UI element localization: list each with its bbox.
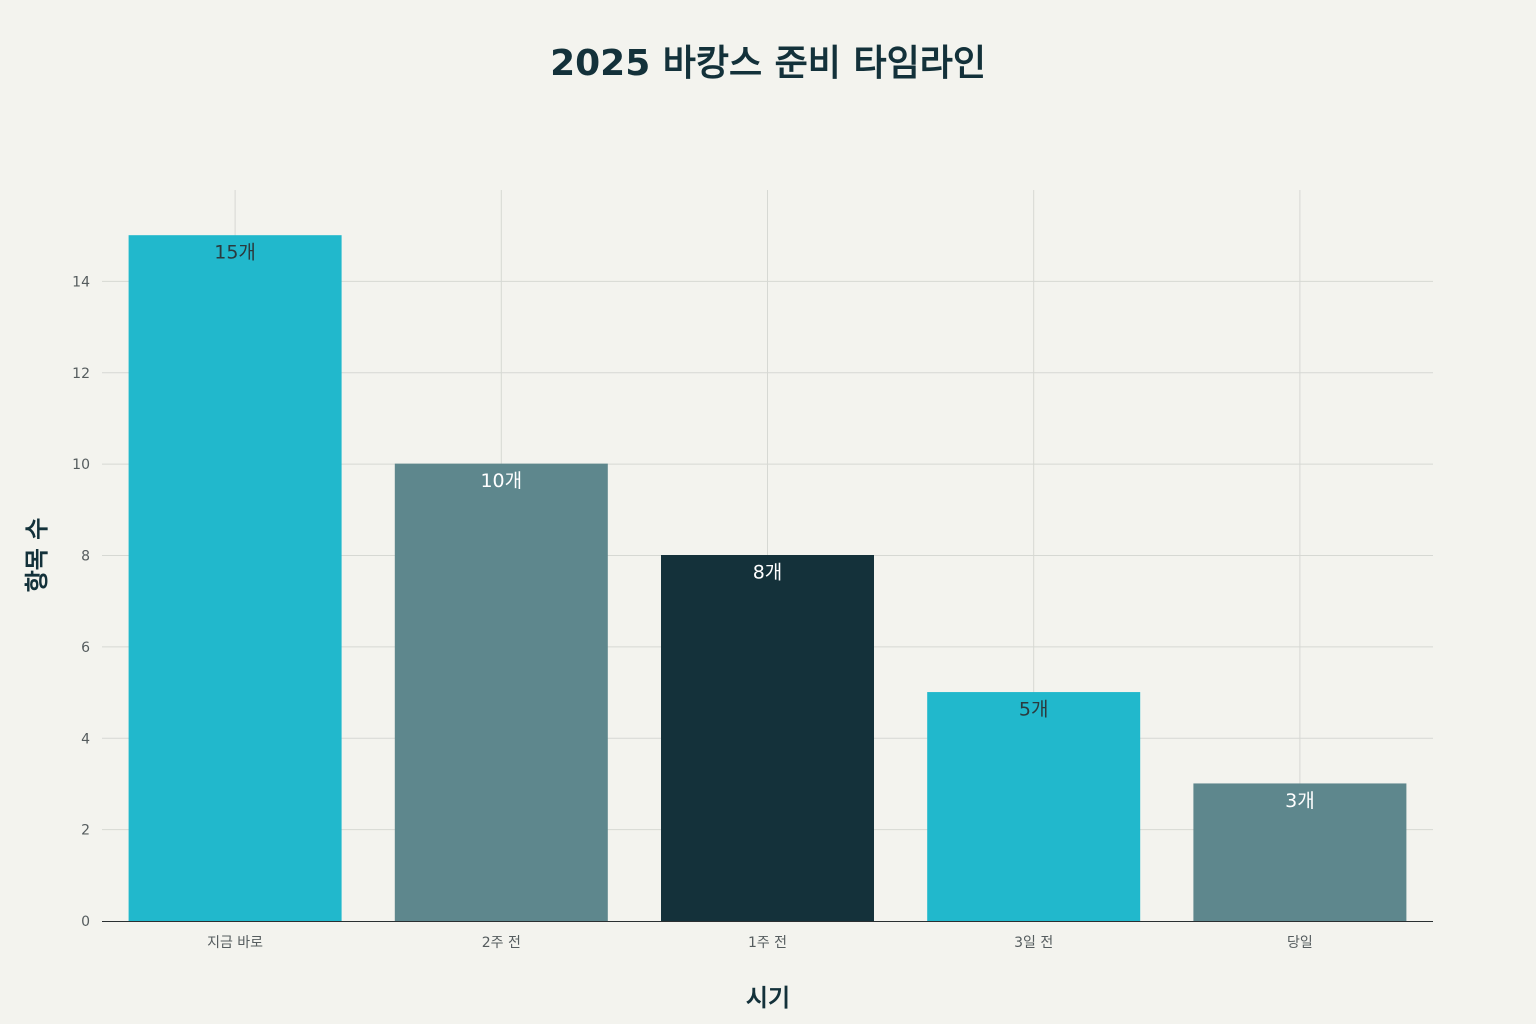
y-tick-label: 12 <box>72 366 90 382</box>
bar-value-label: 10개 <box>480 470 522 492</box>
y-tick-label: 10 <box>72 457 90 473</box>
bar-value-label: 15개 <box>214 242 256 264</box>
bar-value-label: 3개 <box>1285 790 1315 812</box>
y-tick-label: 14 <box>72 274 90 290</box>
x-axis-title: 시기 <box>746 984 790 1012</box>
x-tick-label: 1주 전 <box>748 935 787 951</box>
y-tick-label: 6 <box>81 640 90 656</box>
data-labels: 15개 10개 8개 5개 3개 <box>214 242 1314 812</box>
x-tick-label: 당일 <box>1287 935 1313 951</box>
y-tick-label: 8 <box>81 549 90 565</box>
chart-title: 2025 바캉스 준비 타임라인 <box>550 43 986 84</box>
bar <box>927 692 1141 922</box>
bars <box>128 235 1407 922</box>
y-axis-ticks: 0 2 4 6 8 10 12 14 <box>72 274 90 930</box>
y-axis-title: 항목 수 <box>23 518 51 593</box>
bar-value-label: 8개 <box>753 562 783 584</box>
y-tick-label: 0 <box>81 914 90 930</box>
bar <box>661 555 874 922</box>
x-tick-label: 3일 전 <box>1014 935 1053 951</box>
y-tick-label: 2 <box>81 823 90 839</box>
bar <box>1193 783 1407 922</box>
x-axis-ticks: 지금 바로 2주 전 1주 전 3일 전 당일 <box>207 935 1313 951</box>
bar-value-label: 5개 <box>1019 699 1049 721</box>
x-tick-label: 지금 바로 <box>207 935 263 951</box>
x-tick-label: 2주 전 <box>482 935 521 951</box>
bar <box>128 235 342 922</box>
y-tick-label: 4 <box>81 731 90 747</box>
bar <box>394 463 608 922</box>
